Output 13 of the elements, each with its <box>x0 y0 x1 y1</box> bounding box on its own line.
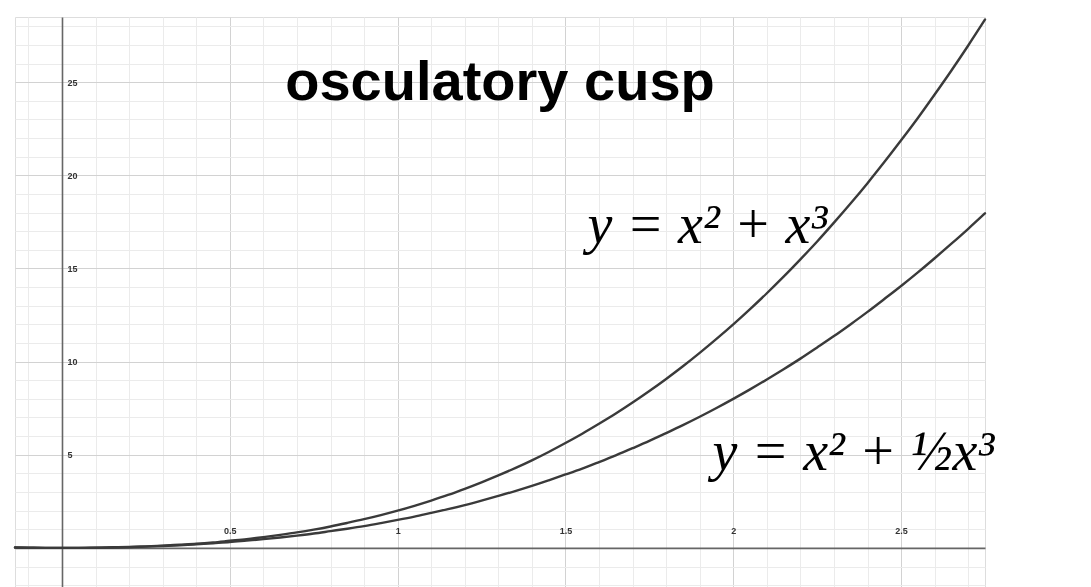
x-tick-label: 1.5 <box>559 526 573 537</box>
series-label: y = x² + x³ <box>582 193 829 256</box>
x-tick-label: 0.5 <box>224 526 237 537</box>
y-tick-label: 20 <box>67 170 78 181</box>
y-tick-label: 25 <box>67 77 78 88</box>
y-tick-label: 5 <box>67 450 73 461</box>
y-tick-label: 15 <box>67 263 78 274</box>
text: osculatory cusp <box>285 49 715 112</box>
x-tick-label: 2.5 <box>895 526 908 537</box>
y-tick-label: 10 <box>67 357 78 368</box>
x-tick-label: 1 <box>395 526 401 537</box>
x-tick-label: 2 <box>731 526 737 537</box>
series-label: y = x² + ½x³ <box>707 419 996 482</box>
